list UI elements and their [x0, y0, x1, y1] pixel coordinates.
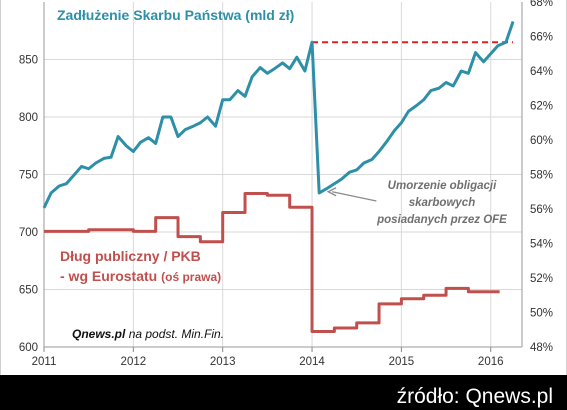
arrow-shaft — [331, 191, 377, 202]
source-note: Qnews.pl na podst. Min.Fin. — [72, 327, 224, 341]
x-tick-label: 2011 — [32, 356, 57, 368]
x-tick-label: 2015 — [389, 356, 415, 368]
source-rest: na podst. Min.Fin. — [128, 327, 225, 341]
eurostat-label-axis-note: (oś prawa) — [161, 270, 222, 284]
eurostat-series-label: Dług publiczny / PKB - wg Eurostatu (oś … — [60, 246, 221, 287]
eurostat-label-line-1: Dług publiczny / PKB — [60, 248, 201, 264]
y-left-tick-label: 600 — [19, 342, 38, 354]
annotation-line-3: posiadanych przez OFE — [377, 214, 507, 226]
y-right-tick-label: 64% — [530, 66, 553, 78]
annotation-line-1: Umorzenie obligacji — [387, 180, 497, 192]
x-tick-label: 2016 — [478, 356, 504, 368]
arrow-head — [326, 187, 337, 197]
y-right-tick-label: 48% — [530, 342, 553, 354]
x-tick-label: 2012 — [121, 356, 147, 368]
footer-source: źródło: Qnews.pl — [396, 385, 553, 408]
axes — [43, 2, 523, 352]
y-left-tick-label: 850 — [19, 55, 38, 67]
y-right-tick-label: 68% — [530, 0, 553, 9]
eurostat-label-line-2: - wg Eurostatu (oś prawa) — [60, 266, 221, 287]
y-right-tick-label: 56% — [530, 204, 553, 216]
y-right-tick-label: 54% — [530, 239, 553, 251]
y-right-tick-label: 52% — [530, 273, 553, 285]
y-right-tick-label: 62% — [530, 101, 553, 113]
y-left-tick-label: 650 — [19, 285, 38, 297]
y-left-tick-label: 750 — [19, 170, 38, 182]
series-lines — [42, 21, 515, 333]
y-left-tick-label: 800 — [19, 112, 38, 124]
annotation-arrow — [326, 187, 377, 202]
eurostat-debt-line — [44, 191, 500, 333]
annotation-line-2: skarbowych — [408, 197, 476, 209]
source-brand: Qnews.pl — [72, 327, 126, 341]
annotation-text: Umorzenie obligacji skarbowych posiadany… — [372, 178, 512, 229]
x-tick-label: 2013 — [210, 356, 236, 368]
y-right-tick-label: 66% — [530, 32, 553, 44]
x-tick-label: 2014 — [299, 356, 325, 368]
chart-title: Zadłużenie Skarbu Państwa (mld zł) — [57, 7, 295, 23]
y-right-tick-label: 58% — [530, 170, 553, 182]
tick-labels: 600 650 700 750 800 850 48% 50% 52% 54% 56% 58% 60% 6… — [19, 0, 553, 368]
y-right-tick-label: 50% — [530, 308, 553, 320]
y-right-tick-label: 60% — [530, 135, 553, 147]
y-left-tick-label: 700 — [19, 227, 38, 239]
eurostat-label-main: - wg Eurostatu — [60, 268, 158, 284]
treasury-debt-line — [42, 21, 515, 209]
